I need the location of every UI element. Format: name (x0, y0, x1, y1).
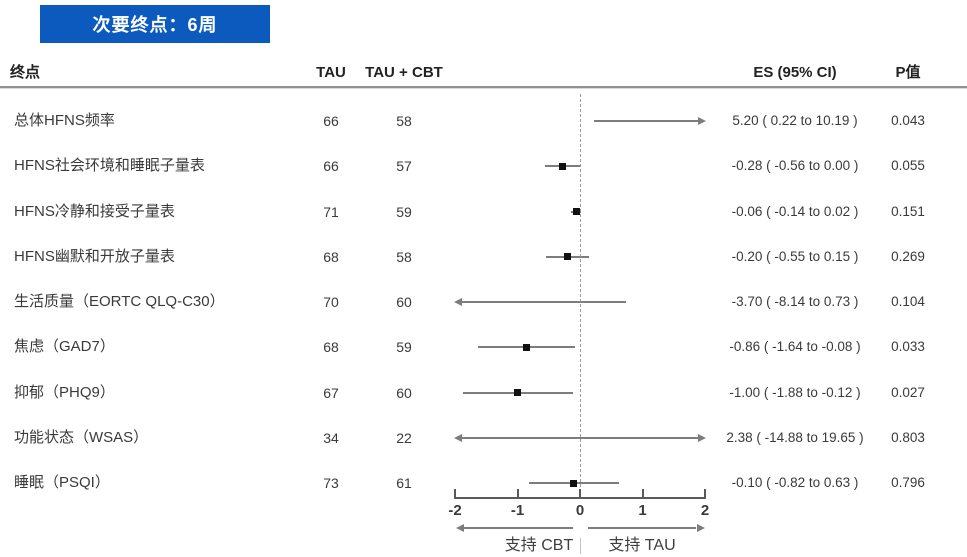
ci-arrow-right-icon (698, 433, 706, 442)
tau-cbt-n-value: 59 (396, 339, 412, 356)
header-rule (0, 86, 967, 89)
favors-left-label: 支持 CBT (504, 537, 574, 554)
effect-size-marker (572, 208, 580, 215)
ci-arrow-right-icon (698, 117, 706, 125)
x-axis-tick-label: 2 (700, 502, 710, 519)
es-ci-value: -3.70 ( -8.14 to 0.73 ) (731, 294, 859, 309)
tau-cbt-n-value: 57 (396, 158, 412, 175)
effect-size-marker (570, 479, 578, 487)
x-axis-tick-label: -1 (510, 502, 525, 519)
tau-cbt-n-value: 58 (396, 248, 412, 265)
tau-n-value: 67 (323, 384, 339, 401)
endpoint-label: 睡眠（PSQI） (14, 474, 110, 491)
endpoint-label: 焦虑（GAD7） (14, 338, 115, 356)
tau-cbt-n-value: 59 (396, 203, 412, 220)
ci-arrow-left-icon (454, 298, 462, 306)
effect-size-marker (564, 253, 571, 261)
endpoint-label: 功能状态（WSAS） (14, 428, 149, 446)
tau-cbt-n-value: 61 (396, 475, 412, 491)
col-header-es-ci: ES (95% CI) (753, 64, 837, 81)
endpoint-label: 抑郁（PHQ9） (14, 383, 115, 401)
favors-right-label: 支持 TAU (608, 537, 676, 554)
effect-size-marker (559, 162, 566, 170)
effect-size-marker (514, 389, 521, 396)
es-ci-value: -0.20 ( -0.55 to 0.15 ) (731, 248, 859, 264)
endpoint-label: 生活质量（EORTC QLQ-C30） (14, 293, 225, 310)
es-ci-value: -0.06 ( -0.14 to 0.02 ) (731, 203, 859, 219)
p-value: 0.803 (891, 429, 925, 445)
tau-n-value: 70 (323, 294, 339, 310)
favors-left-arrow-line (464, 527, 573, 529)
p-value: 0.033 (891, 339, 925, 355)
x-axis-tick (454, 489, 456, 497)
es-ci-value: 5.20 ( 0.22 to 10.19 ) (732, 113, 858, 128)
p-value: 0.269 (891, 248, 925, 264)
p-value: 0.796 (891, 475, 925, 490)
es-ci-value: -0.28 ( -0.56 to 0.00 ) (731, 158, 859, 174)
tau-cbt-n-value: 22 (396, 429, 412, 446)
favors-right-arrow-icon (697, 524, 705, 532)
p-value: 0.104 (891, 294, 925, 309)
es-ci-value: -0.86 ( -1.64 to -0.08 ) (729, 339, 861, 355)
endpoint-label: 总体HFNS频率 (14, 112, 115, 129)
favors-left-arrow-icon (456, 524, 464, 532)
ci-line (462, 301, 626, 303)
endpoint-label: HFNS冷静和接受子量表 (14, 202, 175, 220)
tau-n-value: 73 (323, 475, 339, 491)
col-header-tau: TAU (316, 64, 346, 81)
tau-cbt-n-value: 60 (396, 384, 412, 401)
tau-n-value: 66 (323, 158, 339, 175)
ci-line (593, 120, 698, 122)
p-value: 0.055 (891, 158, 925, 174)
x-axis-tick-label: -2 (448, 502, 462, 519)
x-axis-tick (516, 489, 519, 497)
p-value: 0.027 (891, 384, 925, 400)
tau-n-value: 66 (323, 113, 339, 129)
section-banner: 次要终点：6周 (40, 5, 270, 43)
x-axis-tick-label: 1 (638, 502, 647, 519)
endpoint-label: HFNS幽默和开放子量表 (14, 247, 175, 265)
es-ci-value: -0.10 ( -0.82 to 0.63 ) (731, 475, 859, 490)
tau-cbt-n-value: 60 (396, 294, 412, 310)
x-axis-tick-label: 0 (575, 502, 585, 519)
col-header-p-value: P值 (895, 64, 921, 81)
favors-divider (579, 538, 581, 554)
tau-cbt-n-value: 58 (396, 113, 412, 129)
tau-n-value: 71 (323, 203, 339, 220)
p-value: 0.151 (891, 203, 925, 219)
zero-reference-line (579, 94, 581, 497)
col-header-tau-cbt: TAU + CBT (365, 64, 443, 81)
x-axis-tick (579, 489, 581, 497)
x-axis-tick (641, 489, 644, 497)
favors-right-arrow-line (587, 527, 696, 529)
endpoint-label: HFNS社会环境和睡眠子量表 (14, 157, 205, 175)
tau-n-value: 34 (323, 429, 339, 446)
p-value: 0.043 (891, 113, 925, 128)
es-ci-value: -1.00 ( -1.88 to -0.12 ) (729, 384, 861, 400)
col-header-endpoint: 终点 (10, 64, 41, 81)
ci-arrow-left-icon (454, 433, 462, 442)
es-ci-value: 2.38 ( -14.88 to 19.65 ) (726, 429, 864, 445)
effect-size-marker (522, 343, 530, 351)
tau-n-value: 68 (323, 339, 339, 356)
x-axis-line (454, 497, 706, 499)
x-axis-tick (704, 489, 706, 497)
tau-n-value: 68 (323, 248, 339, 265)
